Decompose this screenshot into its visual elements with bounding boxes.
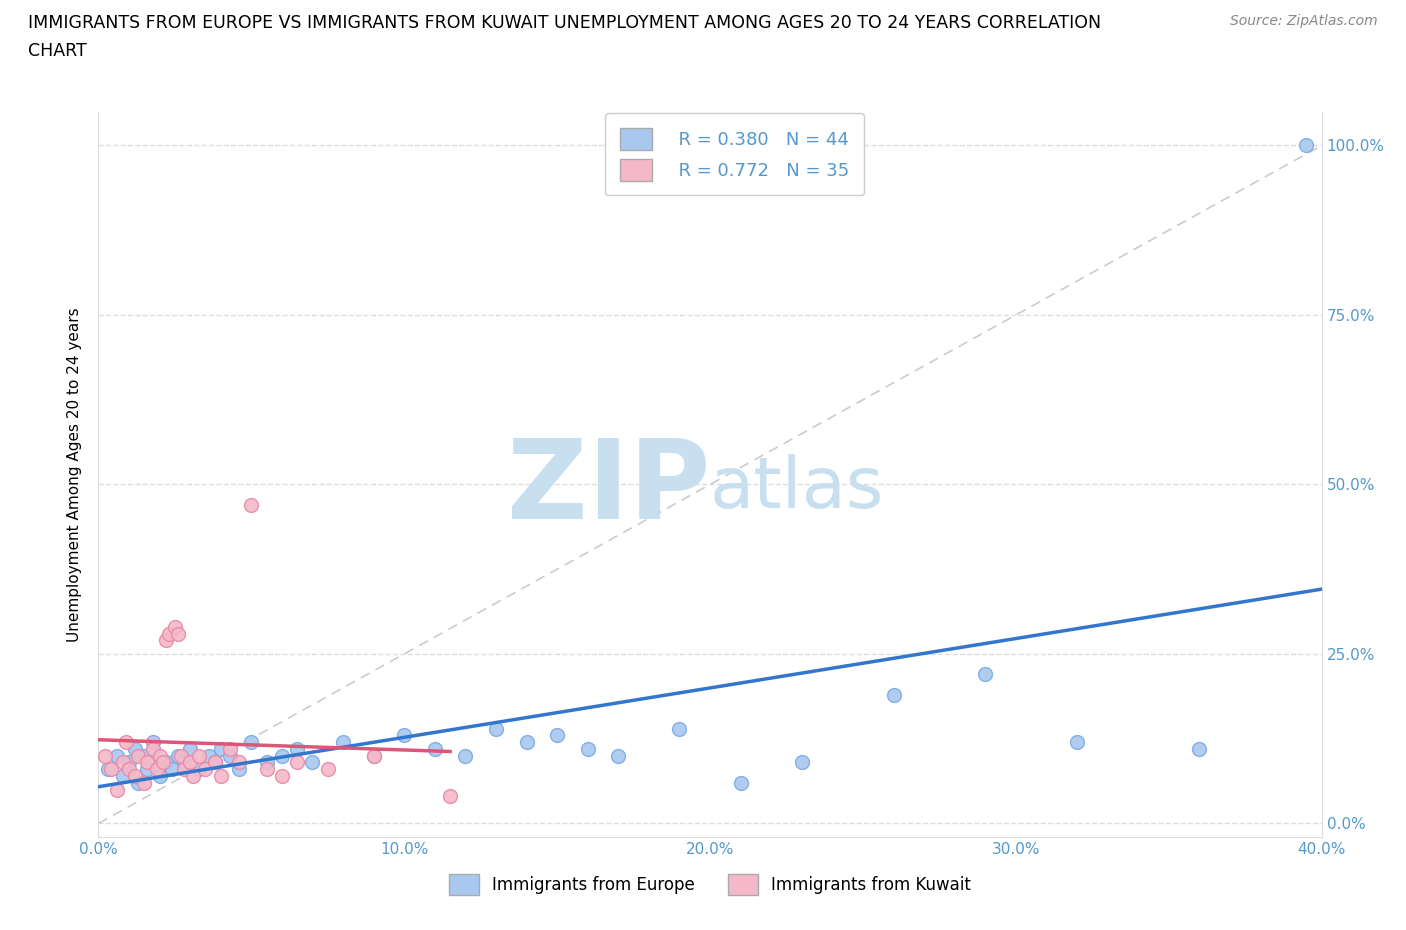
Point — [136, 755, 159, 770]
Point — [363, 749, 385, 764]
Point — [332, 735, 354, 750]
Point — [883, 687, 905, 702]
Point — [142, 735, 165, 750]
Point — [363, 749, 385, 764]
Point — [97, 762, 120, 777]
Point — [209, 741, 232, 756]
Text: Source: ZipAtlas.com: Source: ZipAtlas.com — [1230, 14, 1378, 28]
Point — [118, 762, 141, 777]
Point — [105, 782, 128, 797]
Point — [93, 749, 115, 764]
Point — [152, 755, 174, 770]
Point — [270, 749, 292, 764]
Point — [127, 749, 149, 764]
Point — [197, 749, 219, 764]
Point — [576, 741, 599, 756]
Point — [155, 633, 177, 648]
Point — [111, 755, 134, 770]
Point — [188, 749, 211, 764]
Point — [160, 762, 183, 777]
Point — [149, 749, 172, 764]
Point — [730, 776, 752, 790]
Point — [423, 741, 446, 756]
Point — [188, 762, 211, 777]
Point — [209, 768, 232, 783]
Point — [136, 762, 159, 777]
Point — [439, 789, 461, 804]
Point — [607, 749, 630, 764]
Point — [219, 749, 242, 764]
Legend: Immigrants from Europe, Immigrants from Kuwait: Immigrants from Europe, Immigrants from … — [441, 868, 979, 901]
Point — [240, 735, 263, 750]
Point — [111, 768, 134, 783]
Text: CHART: CHART — [28, 42, 87, 60]
Point — [167, 749, 190, 764]
Point — [204, 755, 226, 770]
Point — [145, 762, 167, 777]
Point — [142, 741, 165, 756]
Point — [256, 762, 278, 777]
Point — [105, 749, 128, 764]
Point — [181, 768, 204, 783]
Point — [228, 755, 250, 770]
Point — [1188, 741, 1211, 756]
Point — [1295, 138, 1317, 153]
Point — [100, 762, 122, 777]
Point — [228, 762, 250, 777]
Point — [546, 728, 568, 743]
Point — [194, 762, 217, 777]
Point — [285, 755, 308, 770]
Point — [155, 755, 177, 770]
Text: atlas: atlas — [710, 455, 884, 524]
Point — [134, 776, 156, 790]
Point — [173, 755, 195, 770]
Point — [668, 721, 690, 736]
Point — [179, 741, 201, 756]
Point — [392, 728, 416, 743]
Point — [240, 498, 263, 512]
Point — [1066, 735, 1088, 750]
Point — [124, 741, 146, 756]
Point — [270, 768, 292, 783]
Point — [170, 749, 193, 764]
Point — [163, 619, 186, 634]
Point — [115, 735, 138, 750]
Point — [454, 749, 477, 764]
Point — [173, 762, 195, 777]
Point — [118, 755, 141, 770]
Point — [790, 755, 813, 770]
Point — [316, 762, 339, 777]
Y-axis label: Unemployment Among Ages 20 to 24 years: Unemployment Among Ages 20 to 24 years — [67, 307, 83, 642]
Point — [167, 626, 190, 641]
Point — [256, 755, 278, 770]
Point — [301, 755, 323, 770]
Point — [516, 735, 538, 750]
Point — [285, 741, 308, 756]
Text: ZIP: ZIP — [506, 435, 710, 542]
Point — [157, 626, 180, 641]
Point — [485, 721, 508, 736]
Point — [219, 741, 242, 756]
Point — [204, 755, 226, 770]
Point — [124, 768, 146, 783]
Point — [974, 667, 997, 682]
Text: IMMIGRANTS FROM EUROPE VS IMMIGRANTS FROM KUWAIT UNEMPLOYMENT AMONG AGES 20 TO 2: IMMIGRANTS FROM EUROPE VS IMMIGRANTS FRO… — [28, 14, 1101, 32]
Point — [179, 755, 201, 770]
Point — [127, 776, 149, 790]
Point — [149, 768, 172, 783]
Point — [134, 749, 156, 764]
